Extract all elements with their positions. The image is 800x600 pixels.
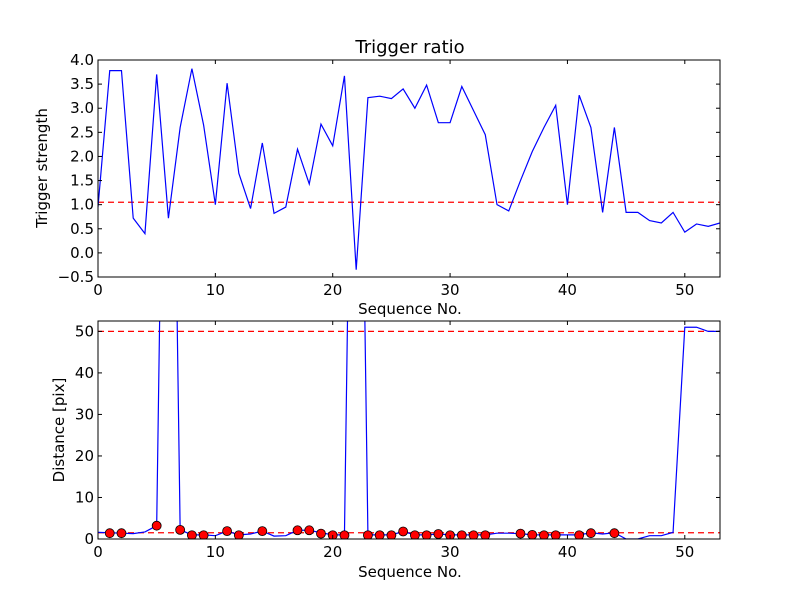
distance-y-axis-label: Distance [pix] [50,378,68,483]
distance-y-tick-label: 30 [75,405,94,423]
distance-marker-point [104,528,115,539]
distance-x-tick-label: 10 [206,543,225,561]
distance-marker-point [198,530,209,539]
trigger-series-line [98,68,720,270]
distance-marker-point [398,526,409,537]
trigger-y-tick-label: 3.0 [70,99,94,117]
trigger-x-tick-label: 30 [441,281,460,299]
distance-marker-point [527,529,538,539]
distance-x-tick-label: 50 [675,543,694,561]
distance-y-tick-label: 50 [75,322,94,340]
distance-marker-point [175,524,186,535]
distance-marker-point [586,528,596,539]
distance-marker-point [304,525,315,536]
trigger-ratio-plot: Trigger ratio 0 10 20 30 40 50 −0.5 0.0 0.5 1.0 1.… [33,37,721,318]
distance-marker-point [456,530,467,539]
distance-marker-point [480,530,491,539]
distance-marker-point [550,530,561,539]
distance-series-line [98,321,720,539]
distance-marker-point [515,528,526,539]
trigger-y-tick-label: 2.0 [70,147,94,165]
distance-ticks: 0 10 20 30 40 50 0 10 20 30 40 50 [75,321,720,561]
distance-y-tick-label: 0 [84,530,94,548]
trigger-y-tick-label: 4.0 [70,51,94,69]
distance-plot-frame [97,320,721,540]
trigger-y-tick-label: 2.5 [70,123,94,141]
trigger-plot-area [98,68,720,270]
trigger-y-tick-label: 1.5 [70,172,94,190]
distance-marker-point [116,528,127,539]
trigger-x-axis-label: Sequence No. [358,300,462,318]
distance-marker-point [386,530,397,539]
distance-marker-point [327,530,338,539]
distance-marker-point [339,530,350,539]
trigger-y-tick-label: −0.5 [58,268,94,286]
trigger-y-axis-label: Trigger strength [33,108,51,229]
distance-x-axis-label: Sequence No. [358,563,462,581]
distance-marker-point [233,530,244,539]
distance-marker-point [186,530,197,539]
trigger-x-tick-label: 0 [93,281,103,299]
distance-marker-point [539,530,549,539]
distance-marker-point [374,530,385,539]
distance-marker-point [151,520,162,531]
trigger-ticks: 0 10 20 30 40 50 −0.5 0.0 0.5 1.0 1.5 2.0 2.5 3.0 3.5 4… [58,51,720,299]
distance-marker-point [222,526,232,537]
distance-marker-point [292,525,303,536]
distance-marker-point [445,530,455,539]
trigger-y-tick-label: 0.0 [70,244,94,262]
trigger-x-tick-label: 50 [675,281,694,299]
distance-marker-point [257,526,268,537]
distance-marker-point [409,530,420,539]
distance-plot-area [98,321,720,539]
distance-marker-point [363,530,373,539]
distance-marker-point [433,529,444,539]
distance-x-tick-label: 20 [323,543,342,561]
trigger-x-tick-label: 20 [323,281,342,299]
distance-x-tick-label: 30 [441,543,460,561]
distance-marker-point [468,530,479,539]
distance-x-tick-label: 0 [93,543,103,561]
distance-marker-point [316,528,326,539]
distance-marker-point [609,528,620,539]
distance-plot: 0 10 20 30 40 50 0 10 20 30 40 50 Sequence No. Dist… [50,320,721,581]
distance-marker-point [421,530,432,539]
trigger-x-tick-label: 10 [206,281,225,299]
trigger-y-tick-label: 3.5 [70,75,94,93]
distance-y-tick-label: 10 [75,488,94,506]
distance-marker-point [574,530,585,539]
chart-title: Trigger ratio [354,37,464,58]
trigger-y-tick-label: 0.5 [70,220,94,238]
distance-x-tick-label: 40 [558,543,577,561]
distance-y-tick-label: 20 [75,447,94,465]
trigger-plot-frame [97,59,721,278]
trigger-x-tick-label: 40 [558,281,577,299]
distance-y-tick-label: 40 [75,364,94,382]
trigger-y-tick-label: 1.0 [70,196,94,214]
